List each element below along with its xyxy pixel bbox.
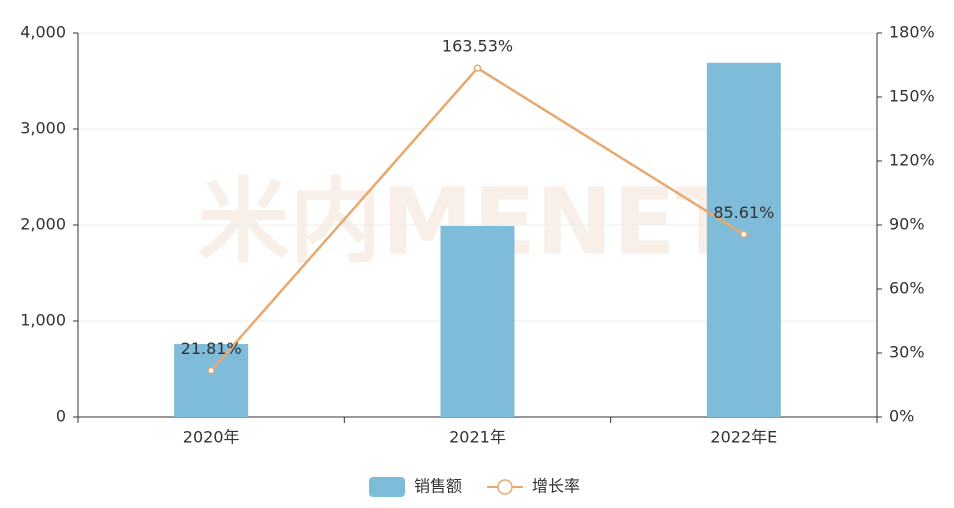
y-tick-label: 2,000 [20,215,66,234]
y2-tick-label: 120% [889,151,935,170]
bar [174,344,249,417]
line-point [207,366,215,375]
x-tick-label: 2020年 [183,428,240,447]
y2-tick-label: 0% [889,407,914,426]
y2-tick-label: 90% [889,215,925,234]
y-tick-label: 4,000 [20,23,66,42]
bar [706,62,781,417]
legend-swatch [369,477,405,497]
y2-tick-label: 30% [889,343,925,362]
bar [440,225,515,417]
y2-tick-label: 180% [889,23,935,42]
y-tick-label: 0 [56,407,66,426]
y2-tick-label: 150% [889,87,935,106]
y-tick-label: 1,000 [20,311,66,330]
x-tick-label: 2021年 [449,428,506,447]
line-point [473,64,482,72]
legend-label: 增长率 [532,477,580,496]
x-tick-label: 2022年E [710,428,777,447]
line-point [740,230,748,239]
y-tick-label: 3,000 [20,119,66,138]
legend-marker [497,479,513,495]
data-label: 21.81% [181,339,242,358]
legend-label: 销售额 [414,477,462,496]
y2-tick-label: 60% [889,279,925,298]
data-label: 85.61% [713,203,774,222]
data-label: 163.53% [442,37,513,56]
